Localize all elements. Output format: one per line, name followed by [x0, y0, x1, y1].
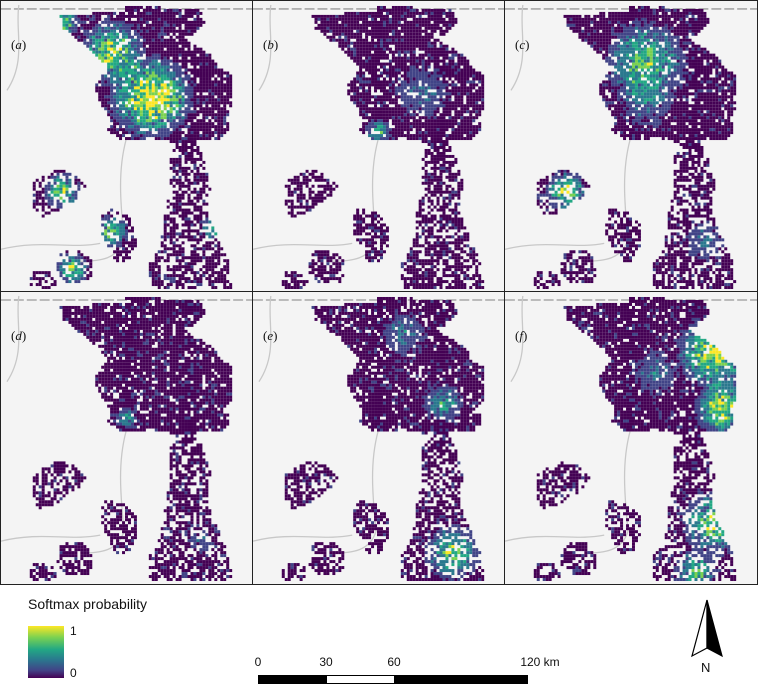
map-panel-e: (e) [252, 291, 506, 585]
scale-segment-1 [258, 675, 327, 684]
map-panel-f: (f) [504, 291, 758, 585]
scale-bar: 0 30 60 120 km [254, 655, 560, 685]
panel-label-c: (c) [515, 37, 530, 52]
road-line [505, 242, 605, 250]
scale-label-30: 30 [319, 655, 333, 669]
panel-label-b: (b) [263, 37, 279, 52]
panel-label-d: (d) [11, 328, 27, 343]
road-line [258, 4, 272, 91]
road-line [6, 4, 20, 91]
north-arrow: N [684, 598, 730, 678]
map-a-svg [1, 1, 253, 292]
map-panel-b: (b) [252, 0, 506, 293]
road-line [1, 534, 101, 542]
probability-raster [29, 296, 233, 582]
legend-color-ramp [28, 626, 64, 678]
road-line [510, 295, 524, 383]
scale-label-60: 60 [387, 655, 401, 669]
map-panel-a: (a) [0, 0, 254, 293]
map-d-svg [1, 292, 253, 584]
map-e-svg [253, 292, 505, 584]
scale-label-120: 120 km [520, 655, 560, 669]
probability-raster [281, 296, 485, 582]
road-line [6, 295, 20, 383]
probability-raster [533, 5, 737, 290]
probability-raster [533, 296, 737, 582]
map-f-svg [505, 292, 757, 584]
map-panel-d: (d) [0, 291, 254, 585]
legend: Softmax probability 1 0 [28, 596, 228, 686]
road-line [253, 534, 353, 542]
map-c-svg [505, 1, 757, 292]
road-line [1, 242, 101, 250]
probability-raster [281, 5, 485, 290]
road-line [258, 295, 272, 383]
map-b-svg [253, 1, 505, 292]
scale-segment-3 [394, 675, 528, 684]
road-line [253, 242, 353, 250]
map-panel-c: (c) [504, 0, 758, 293]
north-label: N [701, 660, 711, 675]
probability-raster [29, 5, 233, 290]
map-panels-grid: (a) (b) (c) (d) (e) (f) [0, 0, 758, 585]
road-line [510, 4, 524, 91]
legend-title: Softmax probability [28, 596, 148, 612]
north-arrow-icon [691, 599, 723, 658]
legend-min-label: 0 [70, 666, 77, 680]
scale-label-0: 0 [254, 655, 262, 669]
panel-label-a: (a) [11, 37, 27, 52]
legend-max-label: 1 [70, 624, 77, 638]
panel-label-f: (f) [515, 328, 528, 343]
panel-label-e: (e) [263, 328, 278, 343]
road-line [505, 534, 605, 542]
scale-segment-2 [326, 675, 395, 684]
